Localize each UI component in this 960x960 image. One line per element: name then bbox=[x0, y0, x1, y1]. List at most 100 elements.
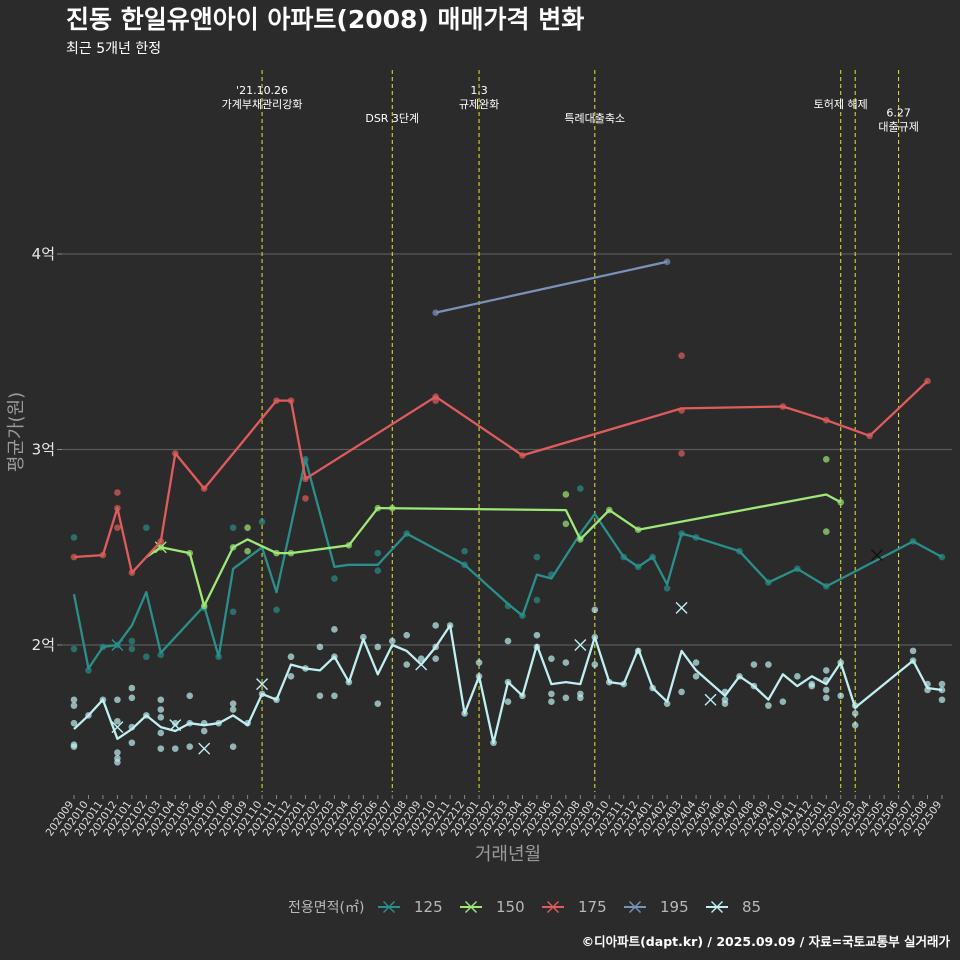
cross-marker bbox=[675, 601, 688, 614]
data-point bbox=[143, 653, 150, 661]
legend-title: 전용면적(㎡) bbox=[288, 900, 364, 916]
data-point bbox=[794, 672, 801, 680]
data-point bbox=[273, 606, 280, 614]
data-point bbox=[287, 653, 295, 661]
y-tick-label: 4억 bbox=[32, 245, 55, 263]
data-point bbox=[533, 631, 541, 639]
series-line bbox=[73, 624, 943, 744]
data-point bbox=[244, 547, 251, 555]
y-axis-title: 평균가(원) bbox=[6, 392, 27, 472]
policy-annotation-label: 대출규제 bbox=[878, 120, 918, 133]
data-point bbox=[171, 745, 179, 752]
data-point bbox=[70, 645, 78, 653]
series-line bbox=[435, 260, 668, 314]
data-point bbox=[70, 702, 78, 709]
data-point bbox=[360, 633, 367, 641]
data-point bbox=[765, 661, 772, 668]
policy-annotation-label: 토허제 해제 bbox=[814, 97, 868, 111]
data-point bbox=[822, 686, 830, 694]
data-point bbox=[548, 690, 555, 698]
data-point bbox=[577, 694, 584, 702]
legend-item-150: 150 bbox=[460, 898, 525, 916]
data-point bbox=[374, 567, 382, 575]
cross-marker bbox=[256, 678, 269, 691]
data-point bbox=[229, 743, 237, 750]
data-point bbox=[331, 575, 338, 582]
data-point bbox=[157, 706, 165, 713]
data-point bbox=[114, 759, 121, 766]
x-axis-title: 거래년월 bbox=[475, 844, 541, 865]
cross-marker-stroke bbox=[870, 549, 883, 562]
cross-marker-stroke bbox=[574, 639, 587, 651]
cross-marker-stroke bbox=[169, 719, 182, 732]
y-tick-label: 2억 bbox=[32, 636, 55, 654]
cross-marker-stroke bbox=[111, 721, 124, 734]
data-point bbox=[765, 702, 772, 709]
data-point bbox=[70, 719, 78, 727]
cross-marker bbox=[415, 658, 428, 671]
data-point bbox=[70, 553, 78, 561]
data-point bbox=[128, 739, 136, 747]
data-point bbox=[663, 585, 671, 592]
legend-item-195: 195 bbox=[624, 898, 689, 916]
data-point bbox=[562, 491, 570, 498]
cross-marker bbox=[111, 639, 124, 651]
data-point bbox=[562, 694, 570, 702]
data-point bbox=[432, 309, 439, 316]
data-point bbox=[721, 700, 729, 707]
data-point bbox=[475, 659, 483, 666]
cross-marker-stroke bbox=[154, 541, 167, 554]
data-point bbox=[779, 698, 787, 705]
data-point bbox=[128, 694, 136, 702]
data-point bbox=[229, 524, 237, 531]
data-point bbox=[432, 622, 439, 629]
data-point bbox=[70, 696, 78, 704]
data-point bbox=[504, 698, 512, 705]
data-point bbox=[577, 485, 584, 492]
data-point bbox=[837, 692, 845, 700]
data-point bbox=[287, 672, 295, 680]
data-point bbox=[678, 688, 685, 696]
data-point bbox=[157, 651, 165, 659]
data-point bbox=[822, 667, 830, 674]
data-point bbox=[302, 495, 309, 502]
data-point bbox=[316, 643, 324, 651]
cross-marker bbox=[198, 742, 211, 755]
legend-label: 125 bbox=[414, 898, 443, 916]
chart-subtitle: 최근 5개년 한정 bbox=[66, 41, 161, 57]
data-point bbox=[851, 721, 859, 729]
data-point bbox=[663, 258, 671, 266]
data-point bbox=[548, 698, 555, 705]
data-point bbox=[692, 659, 700, 666]
data-point bbox=[229, 700, 237, 707]
data-point bbox=[331, 626, 338, 633]
data-point bbox=[85, 667, 92, 674]
policy-annotation-label: DSR 3단계 bbox=[365, 112, 419, 125]
data-point bbox=[374, 549, 382, 557]
data-point bbox=[822, 694, 830, 702]
data-point bbox=[678, 352, 685, 359]
data-point bbox=[403, 661, 411, 668]
data-point bbox=[750, 661, 758, 668]
cross-marker bbox=[154, 541, 167, 554]
data-point bbox=[533, 596, 541, 604]
policy-annotation-label: '21.10.26 bbox=[236, 84, 288, 97]
cross-marker-stroke bbox=[415, 658, 428, 671]
data-point bbox=[403, 631, 411, 639]
cross-marker bbox=[704, 693, 717, 706]
y-tick-label: 3억 bbox=[32, 441, 55, 459]
data-point bbox=[562, 659, 570, 666]
data-point bbox=[663, 700, 671, 707]
data-point bbox=[822, 528, 830, 535]
data-point bbox=[186, 692, 194, 700]
data-point bbox=[461, 547, 468, 555]
policy-annotation-label: 가계부채관리강화 bbox=[222, 98, 303, 111]
legend-label: 195 bbox=[660, 898, 689, 916]
data-point bbox=[692, 672, 700, 680]
cross-marker bbox=[547, 901, 559, 913]
data-point bbox=[851, 710, 859, 717]
y-axis-ticks: 2억 3억 4억 bbox=[32, 245, 62, 654]
data-point bbox=[70, 534, 78, 541]
data-point bbox=[808, 682, 816, 690]
